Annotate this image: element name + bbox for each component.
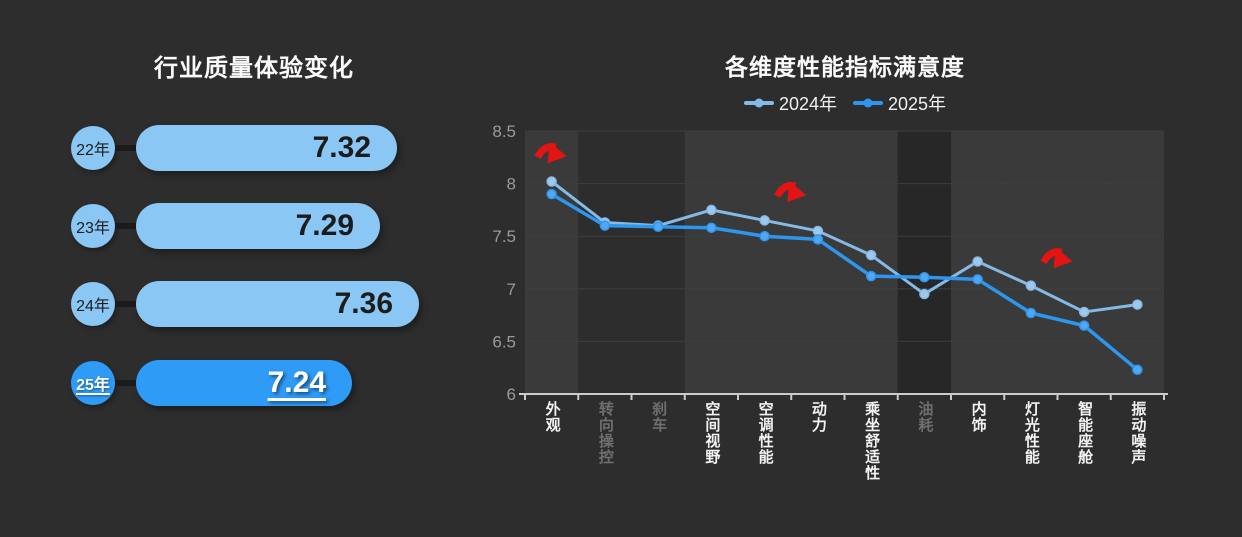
data-point	[865, 249, 877, 261]
data-point	[919, 271, 930, 283]
x-axis-label: 油耗	[916, 401, 934, 433]
satisfaction-panel: 各维度性能指标满意度 2024年 2025年 8.5 8 7.5 7 6.5 6 外观 转向操…	[480, 0, 1242, 537]
year-badge: 23年	[71, 204, 115, 248]
data-point	[972, 274, 983, 285]
data-point	[706, 204, 717, 216]
bar-value-label: 7.36	[334, 287, 393, 320]
data-point	[599, 220, 611, 231]
legend-dot-icon	[863, 98, 873, 108]
value-bar: 7.36	[136, 281, 419, 327]
year-label: 24年	[76, 298, 110, 315]
year-bar-row: 23年 7.29	[71, 203, 380, 249]
data-point	[546, 176, 557, 187]
data-point	[652, 221, 664, 232]
legend-marker-icon	[853, 98, 883, 108]
category-band	[1004, 131, 1058, 394]
y-axis-tick-label: 6.5	[492, 332, 516, 351]
legend-label: 2025年	[888, 94, 947, 114]
year-bar-row: 25年 7.24	[71, 360, 352, 406]
data-point	[812, 234, 824, 245]
legend-marker-icon	[743, 98, 774, 108]
year-label: 25年	[76, 377, 110, 394]
data-point	[972, 256, 983, 267]
value-bar: 7.29	[136, 203, 380, 249]
connector-line	[115, 380, 136, 386]
data-point	[706, 222, 717, 234]
x-axis-label: 空间视野	[703, 401, 721, 465]
data-point	[546, 188, 557, 200]
category-band	[897, 131, 951, 394]
x-axis-label: 乘坐舒适性	[863, 401, 881, 481]
x-axis-label: 刹车	[650, 401, 668, 433]
legend-item: 2024年	[743, 90, 837, 116]
data-point	[812, 225, 824, 237]
data-point	[759, 215, 770, 226]
data-point	[1078, 320, 1090, 331]
data-point	[865, 270, 877, 282]
y-axis-tick-label: 8	[507, 175, 516, 194]
x-axis-label: 外观	[543, 401, 561, 433]
x-axis-label: 动力	[809, 401, 827, 433]
bar-value-label: 7.29	[295, 209, 354, 242]
x-axis-label: 空调性能	[756, 401, 774, 465]
trend-down-arrow-icon	[1040, 247, 1073, 269]
year-badge: 24年	[71, 282, 115, 326]
data-point	[1025, 307, 1037, 319]
connector-line	[115, 301, 136, 307]
category-band	[684, 131, 738, 394]
trend-down-arrow-icon	[534, 142, 567, 164]
bar-value-label: 7.32	[312, 131, 371, 164]
x-axis-label: 振动噪声	[1129, 401, 1147, 465]
y-axis-tick-label: 8.5	[492, 122, 516, 141]
right-chart-title: 各维度性能指标满意度	[725, 54, 965, 80]
x-axis-label: 灯光性能	[1022, 401, 1040, 465]
year-badge: 22年	[71, 126, 115, 170]
y-axis-tick-label: 6	[507, 385, 516, 404]
data-point	[1132, 364, 1143, 376]
left-chart-title: 行业质量体验变化	[154, 55, 354, 82]
legend-dot-icon	[754, 98, 764, 108]
category-band	[525, 131, 579, 394]
year-bar-row: 22年 7.32	[71, 125, 397, 171]
y-axis-tick-label: 7.5	[492, 227, 516, 246]
data-point	[1025, 280, 1037, 291]
y-axis-tick-label: 7	[507, 280, 516, 299]
x-axis-label: 内饰	[969, 401, 987, 433]
connector-line	[115, 145, 136, 151]
year-bar-row: 24年 7.36	[71, 281, 419, 327]
year-label: 22年	[76, 142, 110, 159]
category-band	[791, 131, 845, 394]
category-band	[738, 131, 792, 394]
data-point	[759, 230, 770, 242]
data-point	[919, 288, 930, 300]
bar-value-label: 7.24	[267, 366, 326, 399]
year-label: 23年	[76, 220, 110, 237]
chart-legend: 2024年 2025年	[480, 90, 1210, 116]
legend-label: 2024年	[778, 94, 837, 114]
legend-item: 2025年	[853, 90, 946, 116]
x-axis-label: 智能座舱	[1076, 401, 1094, 465]
x-axis-label: 转向操控	[596, 401, 614, 465]
trend-down-arrow-icon	[774, 181, 807, 203]
connector-line	[115, 223, 136, 229]
data-point	[1132, 299, 1143, 310]
category-band	[1110, 131, 1164, 394]
year-badge: 25年	[71, 361, 115, 405]
series-line-2025年	[549, 192, 1140, 372]
line-chart: 8.5 8 7.5 7 6.5 6	[492, 122, 1168, 404]
value-bar: 7.32	[136, 125, 397, 171]
data-point	[1078, 306, 1090, 318]
value-bar: 7.24	[136, 360, 352, 406]
